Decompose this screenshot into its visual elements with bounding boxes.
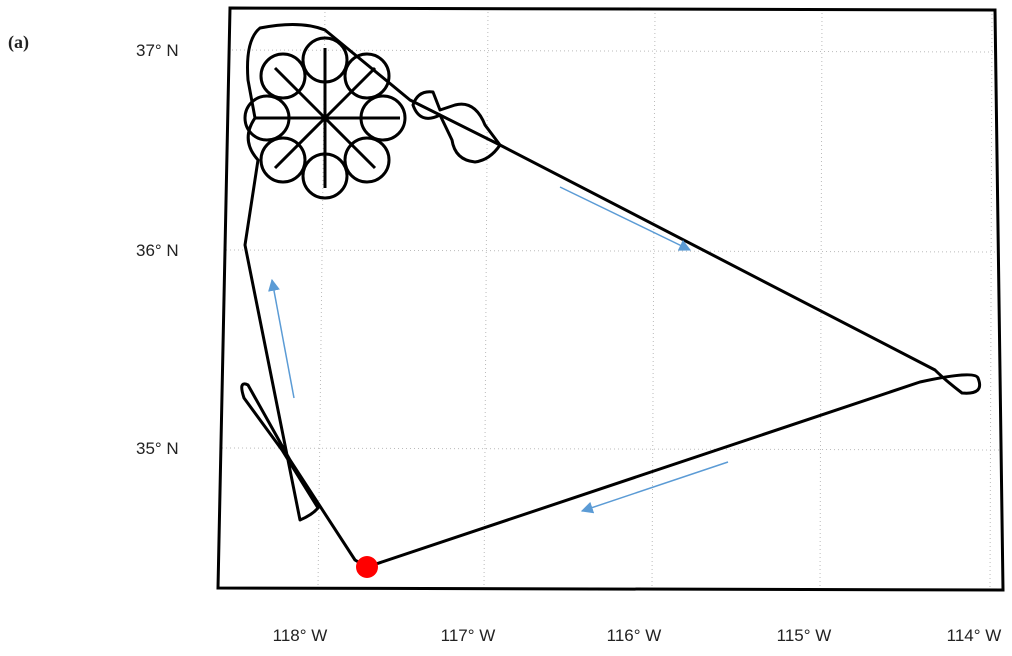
lon-label: 114° W: [947, 626, 1002, 645]
start-point: [356, 556, 378, 578]
latitude-labels: 37° N 36° N 35° N: [136, 41, 179, 458]
lon-label: 116° W: [607, 626, 662, 645]
lat-label: 36° N: [136, 241, 179, 260]
lon-label: 117° W: [441, 626, 496, 645]
graticule: [221, 7, 1003, 590]
direction-arrows: [268, 186, 729, 514]
flight-track: [240, 22, 982, 578]
lat-label: 37° N: [136, 41, 179, 60]
panel-label: (a): [8, 32, 29, 53]
lon-label: 115° W: [777, 626, 832, 645]
lon-label: 118° W: [273, 626, 328, 645]
map-frame: [216, 6, 1005, 592]
longitude-labels: 118° W 117° W 116° W 115° W 114° W: [273, 626, 1002, 645]
lat-label: 35° N: [136, 439, 179, 458]
